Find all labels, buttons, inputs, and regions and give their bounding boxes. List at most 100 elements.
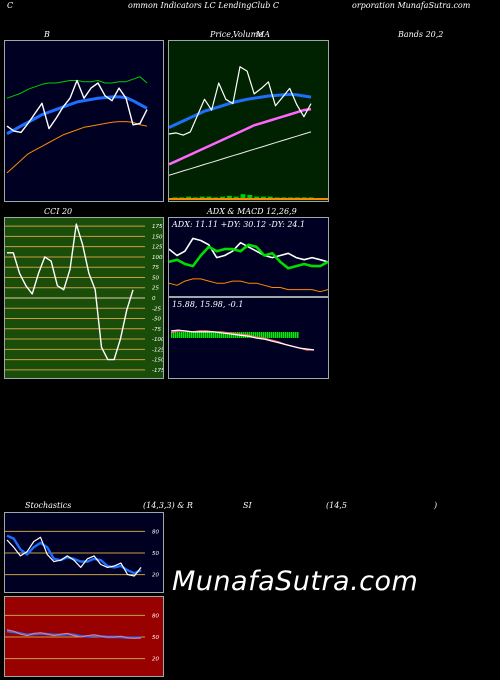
header-title-a: ommon Indicators LC LendingClub C xyxy=(128,1,279,10)
macd-histogram-bar-54 xyxy=(279,332,281,338)
price-title-b: MA xyxy=(256,30,270,39)
adx-panel: ADX: 11.11 +DY: 30.12 -DY: 24.1 xyxy=(168,217,329,297)
cci-line xyxy=(7,223,134,361)
volume-bar-4 xyxy=(199,196,205,199)
macd-histogram-bar-10 xyxy=(191,332,193,338)
macd-line xyxy=(170,329,315,351)
stoch-title-a: Stochastics xyxy=(25,501,72,510)
adx-readout: ADX: 11.11 +DY: 30.12 -DY: 24.1 xyxy=(172,220,306,229)
minus-di-line xyxy=(169,243,328,270)
bollinger-title: B xyxy=(44,30,50,39)
macd-histogram-bar-60 xyxy=(291,332,293,338)
macd-histogram-bar-21 xyxy=(213,332,215,338)
macd-histogram-bar-8 xyxy=(187,332,189,338)
macd-histogram-bar-43 xyxy=(257,332,259,338)
volume-bar-12 xyxy=(254,196,260,199)
macd-histogram-bar-18 xyxy=(207,332,209,338)
macd-histogram-bar-48 xyxy=(267,332,269,338)
price-title-a: Price, xyxy=(210,30,234,39)
macd-histogram-bar-22 xyxy=(215,332,217,338)
macd-histogram-bar-46 xyxy=(263,332,265,338)
cci-tick-label-5: 50 xyxy=(152,275,159,281)
stoch-title-b: (14,3,3) & R xyxy=(143,501,193,510)
macd-histogram-bar-56 xyxy=(283,332,285,338)
rsi-panel: 80 50 20 xyxy=(4,596,164,677)
macd-histogram-bar-20 xyxy=(211,332,213,338)
stoch-k-line xyxy=(6,536,142,577)
macd-histogram-bar-44 xyxy=(259,332,261,338)
stoch-tick-label-1: 50 xyxy=(152,551,159,557)
adx-macd-title: ADX & MACD 12,26,9 xyxy=(207,207,297,216)
macd-histogram-bar-23 xyxy=(217,332,219,338)
cci-tick-label-9: -50 xyxy=(152,317,161,323)
macd-histogram-bar-55 xyxy=(281,332,283,338)
macd-histogram-bar-28 xyxy=(227,332,229,338)
macd-histogram-bar-3 xyxy=(177,332,179,338)
bb-lower-band xyxy=(6,121,148,174)
macd-histogram-bar-1 xyxy=(173,332,175,338)
macd-readout: 15.88, 15.98, -0.1 xyxy=(172,300,244,309)
volume-bar-10 xyxy=(240,194,246,199)
rsi-tick-label-0: 80 xyxy=(152,613,159,619)
macd-histogram-bar-7 xyxy=(185,332,187,338)
cci-tick-label-11: -100 xyxy=(152,337,163,343)
plus-di-line xyxy=(169,237,328,263)
macd-histogram-bar-15 xyxy=(201,332,203,338)
adx-chart xyxy=(169,237,328,293)
macd-histogram-bar-12 xyxy=(195,332,197,338)
bb-price-line xyxy=(6,79,148,134)
macd-histogram-bar-52 xyxy=(275,332,277,338)
macd-histogram-bar-61 xyxy=(293,332,295,338)
cci-tick-label-14: -175 xyxy=(152,368,163,374)
macd-histogram-bar-26 xyxy=(223,332,225,338)
macd-histogram-bar-29 xyxy=(229,332,231,338)
macd-histogram-bar-9 xyxy=(189,332,191,338)
bollinger-chart xyxy=(6,76,148,174)
macd-histogram-bar-24 xyxy=(219,332,221,338)
rsi-chart: 80 50 20 xyxy=(5,613,159,663)
macd-histogram-bar-16 xyxy=(203,332,205,338)
cci-panel: 175 150 125 100 75 50 25 0 -25 -50 -75 -100 -125 -150… xyxy=(4,217,164,379)
macd-histogram-bar-11 xyxy=(193,332,195,338)
bollinger-panel xyxy=(4,40,164,202)
macd-histogram-bar-59 xyxy=(289,332,291,338)
cci-tick-label-10: -75 xyxy=(152,327,161,333)
macd-histogram-bar-30 xyxy=(231,332,233,338)
bb-middle-band xyxy=(6,95,148,136)
macd-histogram-bar-6 xyxy=(183,332,185,338)
macd-histogram-bar-57 xyxy=(285,332,287,338)
volume-bar-7 xyxy=(220,196,226,199)
cci-tick-label-2: 125 xyxy=(152,245,163,251)
cci-tick-label-0: 175 xyxy=(152,224,163,230)
macd-histogram-bar-62 xyxy=(295,332,297,338)
cci-tick-label-12: -125 xyxy=(152,347,163,353)
macd-histogram-bar-25 xyxy=(221,332,223,338)
macd-histogram-bar-17 xyxy=(205,332,207,338)
price-title-volume: Volume xyxy=(233,30,263,39)
stoch-title-c: SI xyxy=(243,501,252,510)
cci-tick-label-1: 150 xyxy=(152,234,163,240)
macd-histogram-bar-58 xyxy=(287,332,289,338)
header-title-b: orporation MunafaSutra.com xyxy=(352,1,471,10)
macd-chart xyxy=(170,329,315,351)
stochastics-chart: 80 50 20 xyxy=(5,529,159,579)
macd-histogram-bar-45 xyxy=(261,332,263,338)
header-left: C xyxy=(7,1,14,10)
rsi-tick-label-2: 20 xyxy=(152,657,159,663)
bands-title: Bands 20,2 xyxy=(398,30,444,39)
volume-bar-2 xyxy=(186,196,192,199)
macd-panel: 15.88, 15.98, -0.1 xyxy=(168,297,329,379)
stoch-d-line xyxy=(6,534,142,575)
cci-tick-label-3: 100 xyxy=(152,255,163,261)
macd-histogram-bar-51 xyxy=(273,332,275,338)
stoch-title-d: (14,5 xyxy=(326,501,347,510)
macd-histogram-bar-14 xyxy=(199,332,201,338)
cci-tick-label-4: 75 xyxy=(152,265,159,271)
stoch-tick-label-2: 20 xyxy=(152,573,159,579)
adx-line xyxy=(169,278,328,293)
macd-histogram-bar-27 xyxy=(225,332,227,338)
macd-histogram-bar-53 xyxy=(277,332,279,338)
volume-bar-9 xyxy=(233,196,239,199)
price-chart xyxy=(169,66,328,200)
macd-histogram-bar-5 xyxy=(181,332,183,338)
